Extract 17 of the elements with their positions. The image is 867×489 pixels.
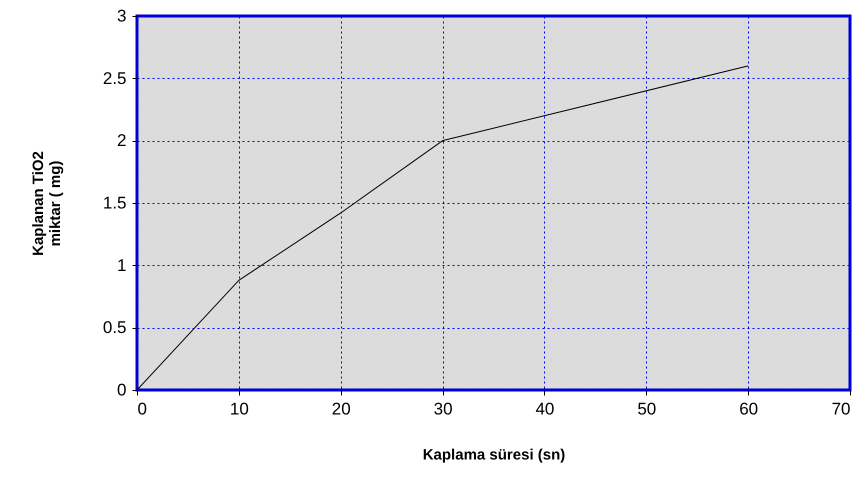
x-tick-label: 50 [637,400,656,418]
x-tick-label: 60 [739,400,758,418]
x-axis-title: Kaplama süresi (sn) [422,446,566,464]
y-tick-label: 2.5 [102,68,126,88]
x-tick-label: 10 [230,400,249,418]
y-tick-label: 1.5 [102,194,126,212]
y-tick-label: 0.5 [102,318,126,338]
y-tick-label: 1 [117,256,126,275]
y-tick-label: 0 [117,380,126,400]
y-tick-label: 3 [117,6,126,26]
x-tick-label: 30 [434,400,453,418]
x-tick-label: 0 [138,400,147,418]
y-axis-title: Kaplanan TiO2 miktar ( mg) [30,151,64,256]
x-tick-label: 20 [332,400,351,418]
x-tick-label: 70 [832,400,850,418]
y-tick-label: 2 [117,131,126,150]
x-tick-label: 40 [535,400,554,418]
